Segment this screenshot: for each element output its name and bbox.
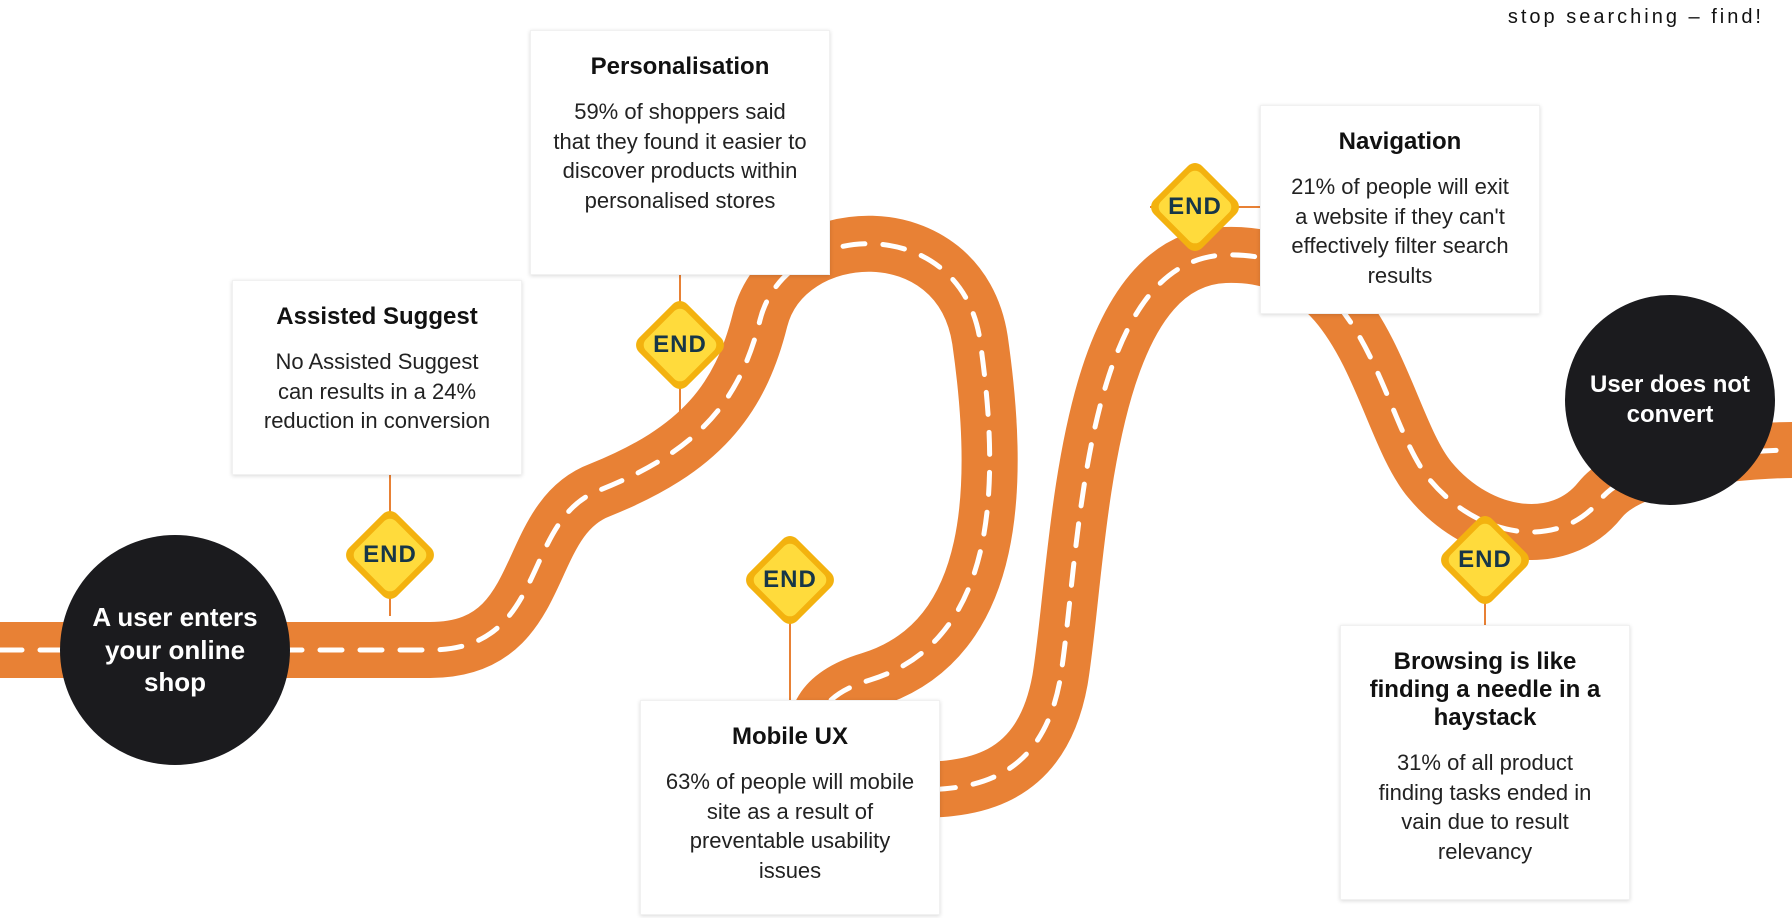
end-sign-label: END [1458, 546, 1512, 574]
callout-title: Browsing is like finding a needle in a h… [1363, 648, 1607, 732]
end-circle-label: User does not convert [1583, 370, 1757, 430]
callout-body: 31% of all product finding tasks ended i… [1363, 748, 1607, 867]
callout-body: 63% of people will mobile site as a resu… [663, 767, 917, 886]
end-sign-label: END [363, 541, 417, 569]
callout-browsing: Browsing is like finding a needle in a h… [1340, 625, 1630, 900]
tagline-text: stop searching – find! [1508, 6, 1764, 29]
end-sign-personalisation: END [636, 301, 724, 389]
end-sign-label: END [1168, 193, 1222, 221]
end-sign-browsing: END [1441, 516, 1529, 604]
callout-title: Assisted Suggest [255, 303, 499, 331]
end-sign-navigation: END [1151, 163, 1239, 251]
infographic-stage: stop searching – find! END END END END END A… [0, 0, 1792, 918]
callout-body: 21% of people will exit a website if the… [1283, 172, 1517, 291]
end-sign-assisted-suggest: END [346, 511, 434, 599]
callout-personalisation: Personalisation 59% of shoppers said that… [530, 30, 830, 275]
callout-title: Navigation [1283, 128, 1517, 156]
callout-body: 59% of shoppers said that they found it … [553, 97, 807, 216]
end-sign-label: END [763, 566, 817, 594]
callout-mobile-ux: Mobile UX 63% of people will mobile site … [640, 700, 940, 915]
end-sign-mobile-ux: END [746, 536, 834, 624]
callout-title: Mobile UX [663, 723, 917, 751]
start-circle: A user enters your online shop [60, 535, 290, 765]
start-circle-label: A user enters your online shop [78, 601, 272, 699]
callout-navigation: Navigation 21% of people will exit a webs… [1260, 105, 1540, 314]
end-sign-label: END [653, 331, 707, 359]
callout-title: Personalisation [553, 53, 807, 81]
end-circle: User does not convert [1565, 295, 1775, 505]
callout-body: No Assisted Suggest can results in a 24%… [255, 347, 499, 436]
callout-assisted-suggest: Assisted Suggest No Assisted Suggest can … [232, 280, 522, 475]
